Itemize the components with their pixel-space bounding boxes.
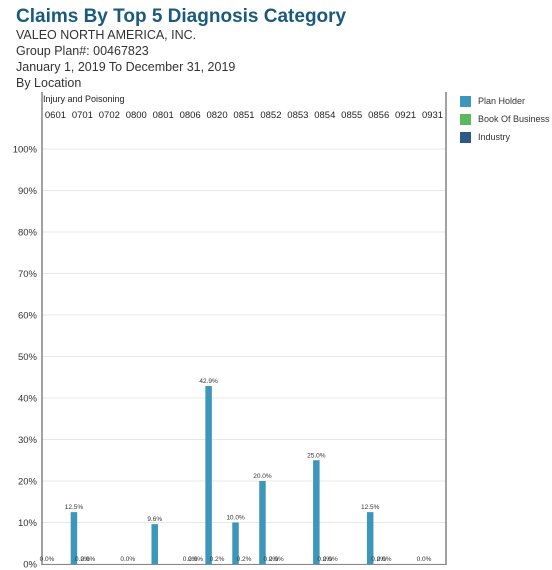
x-tick-label: 0820	[206, 110, 227, 121]
data-label: 0.0%	[40, 556, 55, 563]
grouping: By Location	[16, 76, 82, 90]
y-tick-label: 20%	[18, 477, 38, 488]
bar	[70, 512, 78, 564]
data-label: 42.9%	[199, 378, 218, 385]
y-tick-label: 90%	[18, 186, 38, 197]
data-label: 0.2%	[75, 556, 90, 563]
x-tick-label: 0852	[260, 110, 281, 121]
y-tick-label: 70%	[18, 269, 38, 280]
bar	[366, 512, 374, 564]
x-tick-label: 0806	[180, 110, 201, 121]
y-tick-label: 100%	[13, 145, 38, 156]
legend: Plan Holder Book Of Business Industry	[460, 92, 550, 146]
data-label: 0.0%	[377, 556, 392, 563]
data-label: 10.0%	[226, 515, 245, 522]
x-tick-label: 0921	[395, 110, 416, 121]
x-tick-label: 0702	[99, 110, 120, 121]
bar	[259, 481, 266, 564]
x-tick-label: 0855	[341, 110, 362, 121]
x-tick-label: 0854	[314, 110, 335, 121]
data-label: 0.2%	[210, 556, 225, 563]
legend-swatch	[460, 95, 471, 107]
data-label: 0.0%	[80, 556, 95, 563]
bar	[232, 522, 239, 564]
group-label: Injury and Poisoning	[43, 94, 125, 104]
legend-item[interactable]: Industry	[460, 128, 550, 146]
x-tick-label: 0853	[287, 110, 308, 121]
x-tick-label: 0856	[368, 110, 389, 121]
bar	[313, 460, 320, 564]
legend-item[interactable]: Plan Holder	[460, 92, 550, 110]
data-label: 9.6%	[147, 516, 162, 523]
legend-swatch	[460, 131, 471, 143]
y-tick-label: 80%	[18, 228, 38, 239]
x-tick-label: 0800	[126, 110, 147, 121]
x-tick-label: 0601	[45, 110, 66, 121]
group-plan: Group Plan#: 00467823	[16, 44, 149, 58]
bar	[151, 524, 158, 564]
data-label: 0.2%	[237, 556, 252, 563]
legend-swatch	[460, 113, 471, 125]
x-tick-label: 0701	[72, 110, 93, 121]
data-label: 0.0%	[269, 556, 284, 563]
data-label: 0.0%	[188, 556, 203, 563]
legend-item[interactable]: Book Of Business	[460, 110, 550, 128]
data-label: 0.2%	[183, 556, 198, 563]
chart-title: Claims By Top 5 Diagnosis Category	[16, 6, 347, 27]
data-label: 0.2%	[317, 556, 332, 563]
x-tick-label: 0851	[233, 110, 254, 121]
x-tick-label: 0931	[422, 110, 443, 121]
data-label: 0.2%	[264, 556, 279, 563]
data-label: 0.0%	[323, 556, 338, 563]
data-label: 0.0%	[417, 556, 432, 563]
data-label: 0.2%	[371, 556, 386, 563]
y-tick-label: 50%	[18, 352, 38, 363]
bar	[205, 385, 212, 564]
data-label: 12.5%	[65, 504, 84, 511]
data-label: 20.0%	[253, 473, 272, 480]
y-tick-label: 10%	[18, 518, 38, 529]
date-range: January 1, 2019 To December 31, 2019	[16, 60, 236, 74]
y-tick-label: 30%	[18, 435, 38, 446]
data-label: 0.0%	[120, 556, 135, 563]
legend-label: Plan Holder	[478, 96, 526, 106]
y-tick-label: 60%	[18, 311, 38, 322]
data-label: 12.5%	[361, 504, 380, 511]
data-label: 25.0%	[307, 452, 326, 459]
legend-label: Book Of Business	[478, 114, 550, 124]
y-tick-label: 0%	[23, 560, 37, 570]
company-name: VALEO NORTH AMERICA, INC.	[16, 28, 197, 42]
y-tick-label: 40%	[18, 394, 38, 405]
x-tick-label: 0801	[153, 110, 174, 121]
legend-label: Industry	[478, 132, 511, 142]
